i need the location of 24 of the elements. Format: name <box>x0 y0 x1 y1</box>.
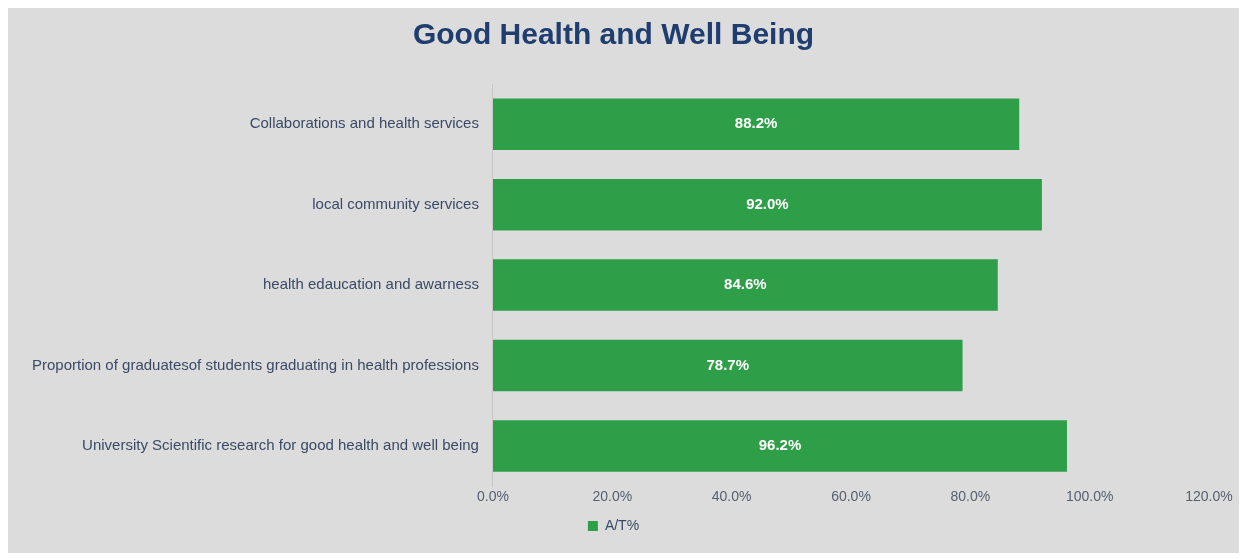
y-tick-label: University Scientific research for good health and well being <box>82 436 479 454</box>
x-tick-label: 80.0% <box>950 488 991 505</box>
y-tick-label: local community services <box>312 194 479 212</box>
data-label: 84.6% <box>724 275 767 293</box>
data-label: 88.2% <box>734 114 778 132</box>
data-label: 92.0% <box>746 194 789 212</box>
x-tick-label: 60.0% <box>831 488 871 505</box>
bar <box>492 339 963 392</box>
data-label: 78.7% <box>706 355 750 373</box>
chart-title: Good Health and Well Being <box>412 17 815 51</box>
bar <box>492 178 1042 231</box>
x-tick-label: 100.0% <box>1065 488 1114 505</box>
y-tick-label: Proportion of graduatesof students graduating in health professions <box>31 355 479 373</box>
x-tick-label: 40.0% <box>711 488 752 505</box>
bar <box>492 98 1020 150</box>
x-tick-label: 0.0% <box>477 488 509 505</box>
y-tick-label: Collaborations and health services <box>249 114 479 132</box>
bar <box>492 259 998 311</box>
legend-label: A/T% <box>604 516 640 533</box>
x-tick-label: 120.0% <box>1185 488 1233 505</box>
y-tick-label: health edaucation and awarness <box>262 275 479 293</box>
bar <box>492 420 1067 472</box>
x-tick-label: 20.0% <box>592 488 633 505</box>
data-label: 96.2% <box>758 436 802 454</box>
